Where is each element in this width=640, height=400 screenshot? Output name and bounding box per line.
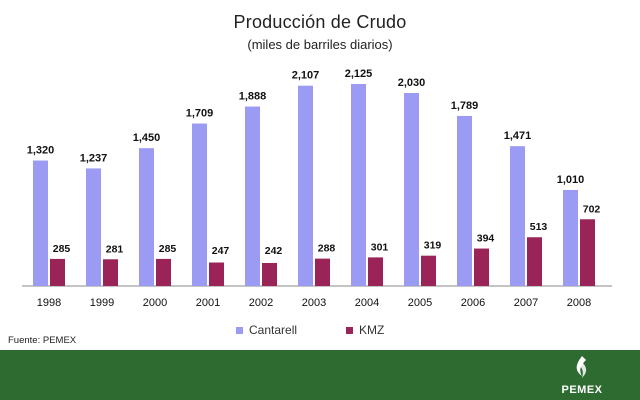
bar-cantarell-2007 [510, 146, 525, 286]
x-tick-label-2001: 2001 [196, 297, 220, 309]
data-label-cantarell-2003: 2,107 [292, 70, 320, 82]
bar-cantarell-2005 [404, 93, 419, 287]
bar-chart: 1,320 285 1,237 281 1,450 285 1,709 247 1,888 242… [22, 68, 612, 309]
data-label-cantarell-2006: 1,789 [451, 100, 479, 112]
x-tick-label-2006: 2006 [461, 297, 485, 309]
data-label-kmz-2007: 513 [530, 221, 548, 233]
data-label-cantarell-1999: 1,237 [80, 152, 108, 164]
chart-subtitle: (miles de barriles diarios) [247, 37, 393, 52]
data-label-kmz-2003: 288 [318, 243, 336, 255]
x-tick-label-2000: 2000 [143, 297, 167, 309]
data-label-cantarell-2004: 2,125 [345, 68, 373, 80]
pemex-logo: PEMEX [542, 354, 622, 398]
bar-cantarell-2008 [563, 189, 578, 286]
x-tick-label-2004: 2004 [355, 297, 379, 309]
data-label-kmz-1999: 281 [106, 243, 124, 255]
footer-band [0, 350, 640, 400]
data-label-kmz-2000: 285 [159, 243, 177, 255]
data-label-cantarell-2007: 1,471 [504, 130, 532, 142]
x-tick-label-2007: 2007 [514, 297, 538, 309]
data-label-kmz-1998: 285 [53, 243, 71, 255]
bar-kmz-2000 [156, 258, 171, 286]
data-label-kmz-2004: 301 [371, 241, 389, 253]
x-tick-label-1998: 1998 [37, 297, 61, 309]
pemex-logo-icon [576, 356, 587, 378]
data-label-cantarell-2001: 1,709 [186, 108, 214, 120]
bar-cantarell-2001 [192, 123, 207, 287]
x-tick-label-2003: 2003 [302, 297, 326, 309]
bar-kmz-2005 [421, 255, 436, 286]
x-tick-label-2002: 2002 [249, 297, 273, 309]
chart-title: Producción de Crudo [233, 12, 407, 32]
bar-kmz-2002 [262, 262, 277, 286]
data-label-cantarell-2002: 1,888 [239, 91, 267, 103]
legend-label-kmz: KMZ [359, 323, 385, 337]
bar-kmz-1998 [50, 258, 65, 286]
bar-kmz-2004 [368, 257, 383, 286]
data-label-kmz-2002: 242 [265, 245, 283, 257]
legend-label-cantarell: Cantarell [249, 323, 298, 337]
legend-swatch-cantarell [236, 326, 243, 334]
x-tick-label-1999: 1999 [90, 297, 114, 309]
data-label-kmz-2001: 247 [212, 245, 230, 257]
data-label-cantarell-2008: 1,010 [557, 174, 585, 186]
x-tick-label-2008: 2008 [567, 297, 591, 309]
data-label-cantarell-2005: 2,030 [398, 77, 426, 89]
bar-kmz-2003 [315, 258, 330, 286]
bar-kmz-2001 [209, 262, 224, 286]
bar-cantarell-2004 [351, 84, 366, 286]
logo-wordmark: PEMEX [561, 384, 603, 396]
x-tick-label-2005: 2005 [408, 297, 432, 309]
source-note: Fuente: PEMEX [8, 335, 77, 346]
bar-cantarell-1998 [33, 160, 48, 286]
data-label-kmz-2008: 702 [583, 203, 601, 215]
bar-cantarell-2006 [457, 115, 472, 287]
data-label-cantarell-2000: 1,450 [133, 132, 161, 144]
bar-kmz-1999 [103, 259, 118, 286]
bar-cantarell-2003 [298, 85, 313, 286]
bar-cantarell-2000 [139, 148, 154, 286]
bar-kmz-2007 [527, 237, 542, 286]
bar-kmz-2008 [580, 219, 595, 286]
data-label-kmz-2006: 394 [477, 233, 495, 245]
legend-item-kmz: KMZ [346, 323, 384, 337]
bar-cantarell-2002 [245, 106, 260, 287]
legend-swatch-kmz [346, 326, 353, 334]
bar-cantarell-1999 [86, 168, 101, 286]
data-label-kmz-2005: 319 [424, 240, 442, 252]
legend-item-cantarell: Cantarell [236, 323, 297, 337]
data-label-cantarell-1998: 1,320 [27, 145, 55, 157]
bar-kmz-2006 [474, 248, 489, 286]
